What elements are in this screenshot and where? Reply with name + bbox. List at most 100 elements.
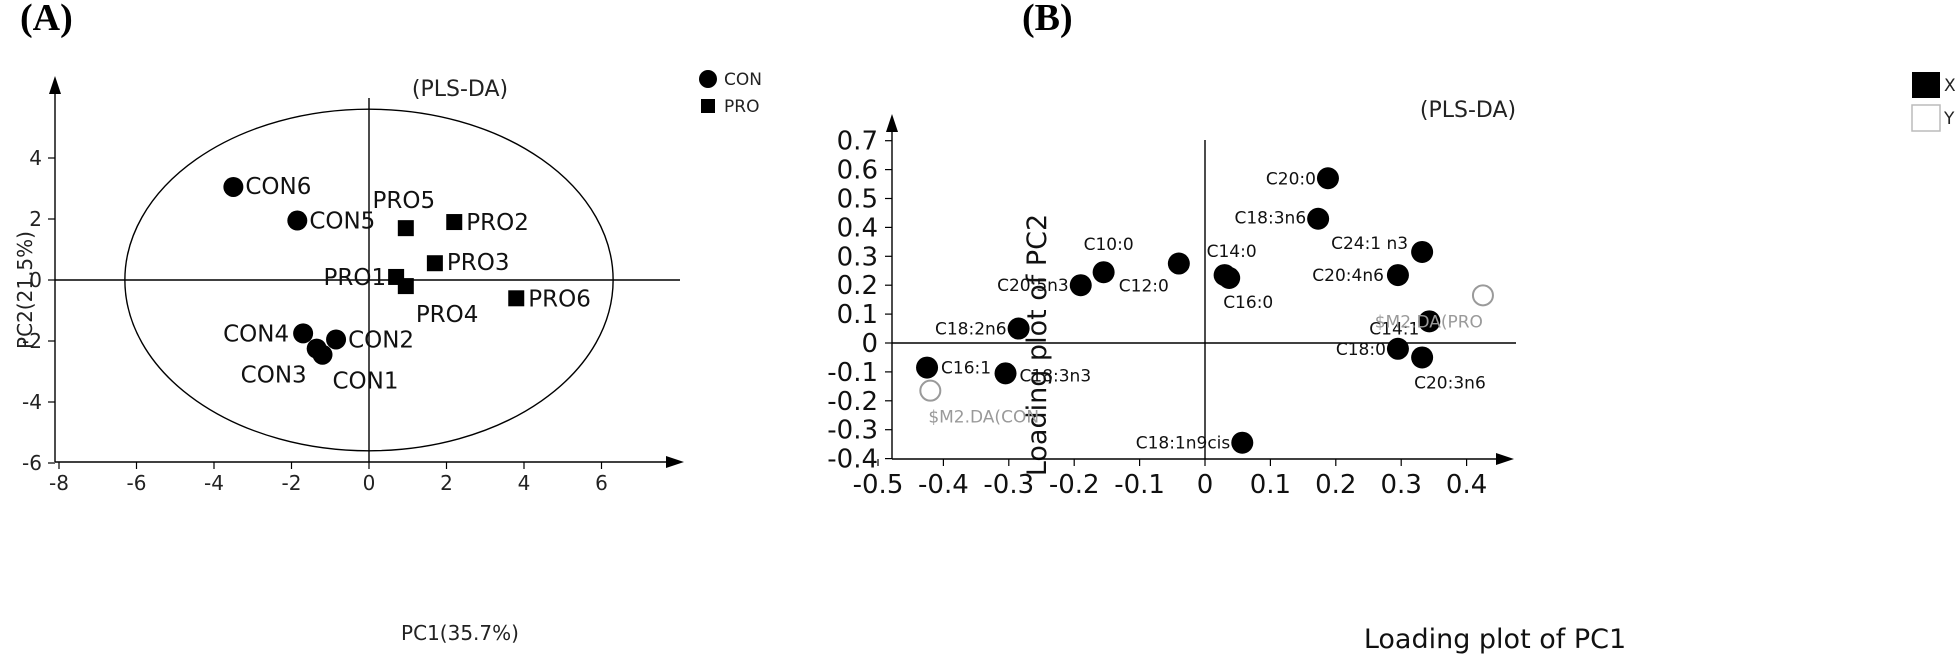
chart-a-xlabel: PC1(35.7%) [401,621,519,645]
point-label-pro3: PRO3 [447,250,510,276]
x-tick-label: -0.2 [1049,470,1100,500]
point-con5 [287,210,308,231]
chart-b-ticks: -0.5 -0.4 -0.3 -0.2 -0.1 0 0.1 0.2 0.3 0.4-0.4-0.… [827,127,1487,500]
x-tick-label: 0 [1197,470,1214,500]
point-c20-3n6 [1411,346,1434,369]
x-tick-label: 0.3 [1381,470,1422,500]
point-label-m2-da-pro: $M2.DA(PRO [1375,312,1483,332]
x-tick-label: 0.4 [1446,470,1487,500]
point-label-c14-0: C14:0 [1207,242,1257,262]
x-axis-arrow [1496,453,1514,465]
point-pro2 [446,214,463,231]
panel-b-label: (B) [1022,0,1073,39]
chart-b-marks: C20:0 C18:3n6 C24:1 n3 C20:4n6 C14:0 C16:0 C12… [916,167,1494,454]
x-tick-label: 0.2 [1315,470,1356,500]
chart-a: (PLS-DA) PC1(35.7%) PC2(21.5%) -8 -6 -4 -2 0… [13,70,762,645]
point-label-c24-1-n3: C24:1 n3 [1331,234,1408,254]
point-label-c18-0: C18:0 [1336,340,1386,360]
chart-a-ticks: -8 -6 -4 -2 0 2 4 6 -6 -4 -2 0 2 4 [22,146,608,495]
x-tick-label: -8 [49,471,69,495]
point-label-con3: CON3 [241,363,307,389]
chart-a-legend: CON PRO [699,70,762,117]
chart-b-axes [886,114,1516,465]
legend-marker-pro [701,99,715,113]
y-tick-label: 2 [29,207,42,231]
y-tick-label: 0.1 [837,300,878,330]
point-label-c18-1n9cis: C18:1n9cis [1136,434,1231,454]
x-tick-label: -2 [282,471,302,495]
point-label-c18-3n3: C18:3n3 [1020,366,1092,386]
y-tick-label: 0.3 [837,242,878,272]
chart-b-xlabel: Loading plot of PC1 [1364,624,1626,655]
point-label-con6: CON6 [245,174,311,200]
y-axis-arrow [886,114,898,132]
point-m2-da-con [919,379,942,402]
chart-b: (PLS-DA) Loading plot of PC1 Loading plo… [827,72,1956,655]
point-con1 [312,344,333,365]
point-c14-1 [1418,310,1441,333]
point-label-con1: CON1 [333,369,399,395]
point-label-c10-0: C10:0 [1084,235,1134,255]
x-tick-label: -6 [127,471,147,495]
point-con2 [326,329,347,350]
y-tick-label: -0.4 [827,445,878,475]
point-label-m2-da-con: $M2.DA(CON [928,408,1039,428]
y-tick-label: -4 [22,390,42,414]
point-label-c20-3n6: C20:3n6 [1414,373,1486,393]
point-label-c20-5n3: C20:5n3 [997,276,1069,296]
point-c10-0 [1092,261,1115,284]
point-label-c16-1: C16:1 [941,359,991,379]
point-label-pro6: PRO6 [528,286,591,312]
point-pro5 [397,220,414,237]
point-label-con2: CON2 [348,327,414,353]
y-tick-label: 0.2 [837,271,878,301]
point-pro6 [508,290,525,307]
x-tick-label: 0 [363,471,376,495]
point-c18-3n3 [994,362,1017,385]
point-c18-1n9cis [1231,431,1254,454]
x-tick-label: 6 [595,471,608,495]
point-label-c12-0: C12:0 [1119,277,1169,297]
point-label-con4: CON4 [223,321,289,347]
y-tick-label: 0 [29,268,42,292]
y-tick-label: -0.1 [827,358,878,388]
legend-marker-con [699,70,717,88]
legend-label-pro: PRO [724,97,759,117]
point-c18-0 [1386,337,1409,360]
point-c20-4n6 [1386,264,1409,287]
y-tick-label: 0 [861,329,878,359]
x-tick-label: 0.1 [1250,470,1291,500]
point-con4 [293,323,314,344]
point-label-c18-2n6: C18:2n6 [935,320,1007,340]
point-c24-1-n3 [1411,240,1434,263]
confidence-ellipse [124,108,614,452]
chart-a-title: (PLS-DA) [412,77,508,102]
y-tick-label: 0.7 [837,127,878,157]
legend-label-y: Y [1943,109,1955,129]
point-c12-0 [1167,252,1190,275]
point-c18-2n6 [1007,317,1030,340]
chart-a-axes [49,76,684,468]
panel-a-label: (A) [20,0,73,39]
legend-marker-x [1912,72,1940,98]
chart-b-legend: XY [1911,72,1956,132]
legend-marker-y [1911,104,1941,132]
point-c20-5n3 [1069,274,1092,297]
chart-b-title: (PLS-DA) [1420,98,1516,123]
x-axis-arrow [666,456,684,468]
point-label-pro2: PRO2 [466,210,529,236]
point-label-c14-1: C14:1 [1369,319,1419,339]
point-c20-0 [1316,167,1339,190]
x-tick-label: -4 [204,471,224,495]
point-c16-1 [916,356,939,379]
point-label-c16-0: C16:0 [1223,293,1273,313]
chart-b-ylabel: Loading plot of PC2 [1022,214,1053,476]
point-label-pro5: PRO5 [373,188,436,214]
chart-a-marks: CON6 CON5 CON4 CON2 CON3 CON1 PRO5 PRO2 PRO3 PRO1… [223,174,591,395]
y-axis-arrow [49,76,61,94]
y-tick-label: -0.2 [827,387,878,417]
point-pro3 [426,255,443,272]
x-tick-label: 2 [440,471,453,495]
y-tick-label: 0.5 [837,185,878,215]
x-tick-label: -0.3 [983,470,1034,500]
